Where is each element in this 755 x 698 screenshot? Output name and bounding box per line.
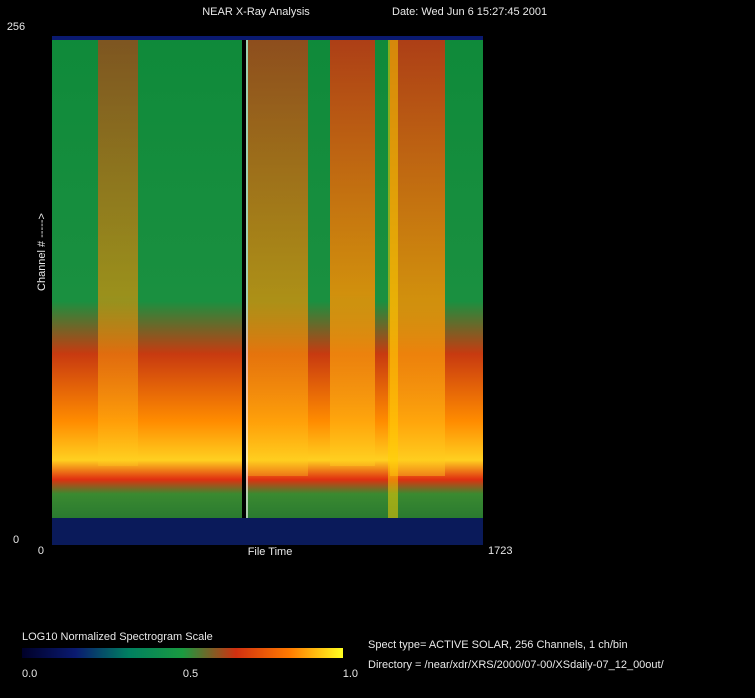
chart-subtitle: Date: Wed Jun 6 15:27:45 2001 — [392, 6, 547, 18]
info-line: Directory = /near/xdr/XRS/2000/07-00/XSd… — [368, 659, 665, 671]
colorbar-tick-label: 0.5 — [183, 668, 198, 680]
x-tick-label: 1723 — [488, 545, 512, 557]
spectrogram — [52, 36, 483, 545]
chart-title: NEAR X-Ray Analysis — [202, 6, 310, 18]
y-axis-label: Channel # -----> — [36, 213, 48, 291]
colorbar-tick-label: 0.0 — [22, 668, 37, 680]
x-axis-label: File Time — [248, 546, 293, 558]
y-tick-label: 0 — [13, 534, 19, 546]
x-tick-label: 0 — [38, 545, 44, 557]
colorbar-label: LOG10 Normalized Spectrogram Scale — [22, 631, 213, 643]
info-line: Spect type= ACTIVE SOLAR, 256 Channels, … — [368, 639, 628, 651]
colorbar — [22, 648, 343, 658]
colorbar-tick-label: 1.0 — [343, 668, 358, 680]
y-tick-label: 256 — [7, 21, 25, 33]
